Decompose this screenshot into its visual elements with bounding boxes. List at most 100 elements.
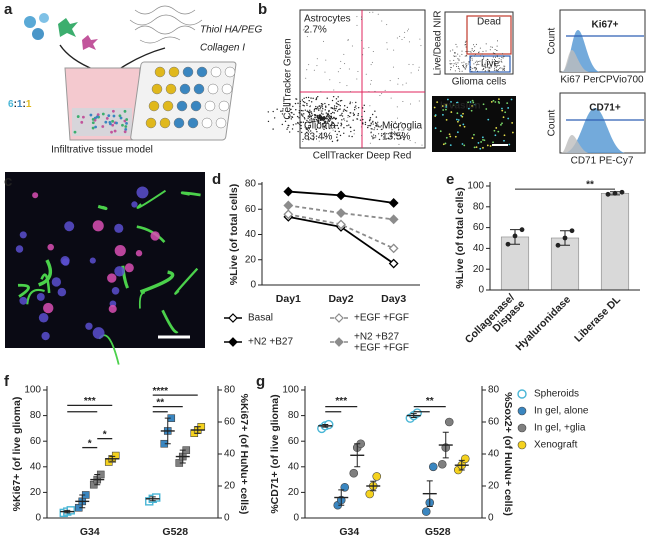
speck (462, 112, 464, 115)
event (376, 128, 378, 130)
event (286, 128, 288, 130)
event (313, 110, 315, 112)
gate-label: Microglia (382, 121, 422, 132)
event (314, 114, 317, 117)
event (367, 126, 369, 129)
event (341, 112, 343, 115)
event (465, 65, 467, 67)
panel-letter: g (256, 373, 265, 390)
event (491, 61, 493, 63)
event (319, 127, 321, 129)
histogram-curve (565, 108, 625, 153)
event (331, 121, 333, 123)
event (389, 80, 391, 82)
event (343, 105, 346, 107)
event (363, 104, 365, 107)
point (421, 507, 431, 516)
event (330, 112, 332, 115)
event (395, 134, 397, 136)
event (317, 117, 319, 119)
event (326, 118, 328, 120)
error-bar (149, 496, 156, 502)
event (381, 20, 383, 22)
event (295, 123, 297, 125)
event (302, 138, 304, 141)
event (368, 119, 371, 122)
event (372, 121, 374, 123)
event (385, 126, 388, 128)
event (304, 101, 306, 104)
event (489, 67, 491, 69)
event (403, 136, 405, 138)
legend-label: +N2 +B27 +EGF +FGF (354, 331, 409, 353)
event (484, 63, 486, 65)
speck (442, 143, 445, 146)
event (485, 43, 487, 45)
speck (504, 111, 507, 114)
speck (436, 101, 439, 104)
speck (501, 109, 504, 112)
nucleus (64, 221, 75, 232)
event (418, 66, 420, 68)
speck (486, 144, 489, 147)
event (323, 119, 325, 122)
nucleus (47, 243, 54, 251)
error-bar (322, 424, 329, 428)
speck (449, 144, 452, 146)
event (309, 124, 311, 126)
event (316, 131, 318, 133)
event (451, 63, 453, 65)
event (421, 144, 423, 146)
event (326, 97, 328, 99)
event (325, 135, 327, 138)
event (401, 134, 403, 137)
significance-label: **** (152, 386, 168, 397)
event (473, 50, 475, 52)
event (467, 63, 469, 65)
x-tick-label: G34 (339, 526, 359, 538)
label: Thiol HA/PEG (200, 25, 262, 36)
well (190, 100, 202, 112)
event (319, 114, 322, 116)
speck (434, 114, 437, 116)
event (380, 125, 383, 127)
event (476, 61, 478, 63)
point (283, 186, 294, 197)
event (329, 79, 331, 81)
event (307, 111, 310, 113)
event (319, 118, 321, 120)
event (374, 135, 377, 137)
event (338, 108, 340, 111)
event (458, 60, 460, 62)
event (319, 107, 321, 110)
speck (461, 115, 464, 118)
event (303, 116, 306, 119)
event (316, 65, 318, 67)
event (494, 48, 496, 50)
well (159, 117, 171, 129)
point (283, 200, 294, 211)
event (335, 98, 338, 100)
point (365, 489, 375, 499)
point (336, 190, 346, 201)
event (309, 104, 311, 106)
well (207, 83, 219, 95)
event (313, 118, 315, 120)
gel-cell (115, 121, 118, 125)
event (465, 66, 467, 68)
event (337, 122, 339, 124)
process (17, 283, 30, 298)
speck (487, 118, 490, 121)
event (319, 122, 321, 124)
nucleus (61, 258, 70, 266)
event (340, 60, 342, 62)
event (289, 103, 291, 106)
event (391, 132, 393, 134)
y-tick-label: 20 (224, 481, 236, 492)
x-tick-label: Liberase DL (572, 293, 623, 344)
event (322, 116, 325, 118)
event (471, 57, 473, 59)
event (300, 124, 302, 127)
flow-plot-frame (444, 11, 514, 75)
event (346, 85, 348, 87)
